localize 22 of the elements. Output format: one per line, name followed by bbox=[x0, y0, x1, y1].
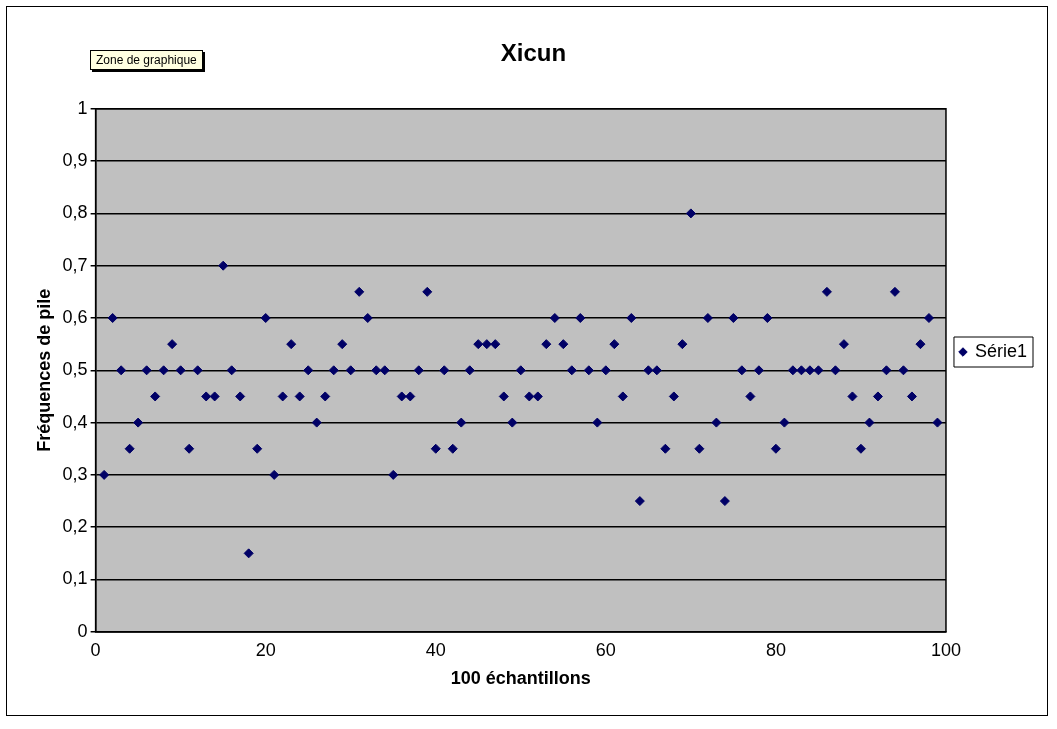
x-tick-label: 60 bbox=[595, 639, 616, 660]
y-tick-label: 0,2 bbox=[62, 516, 88, 537]
x-tick-label: 0 bbox=[90, 639, 101, 660]
y-tick-label: 1 bbox=[77, 97, 88, 118]
y-tick-label: 0,4 bbox=[62, 411, 88, 432]
y-tick-label: 0 bbox=[77, 620, 88, 641]
y-tick-label: 0,8 bbox=[62, 202, 88, 223]
y-tick-label: 0,9 bbox=[62, 150, 88, 171]
x-tick-label: 100 bbox=[930, 639, 961, 660]
y-tick-label: 0,1 bbox=[62, 568, 88, 589]
y-tick-label: 0,3 bbox=[62, 463, 88, 484]
y-axis-title: Fréquences de pile bbox=[33, 288, 54, 452]
text: Zone de graphique bbox=[90, 50, 203, 70]
y-tick-label: 0,6 bbox=[62, 306, 88, 327]
legend-label: Série1 bbox=[974, 340, 1027, 361]
x-axis-title: 100 échantillons bbox=[450, 668, 591, 689]
x-tick-label: 80 bbox=[765, 639, 786, 660]
x-tick-label: 40 bbox=[425, 639, 446, 660]
y-tick-label: 0,7 bbox=[62, 254, 88, 275]
x-tick-label: 20 bbox=[255, 639, 276, 660]
y-tick-label: 0,5 bbox=[62, 359, 88, 380]
chart-title: Xicun bbox=[500, 39, 567, 67]
